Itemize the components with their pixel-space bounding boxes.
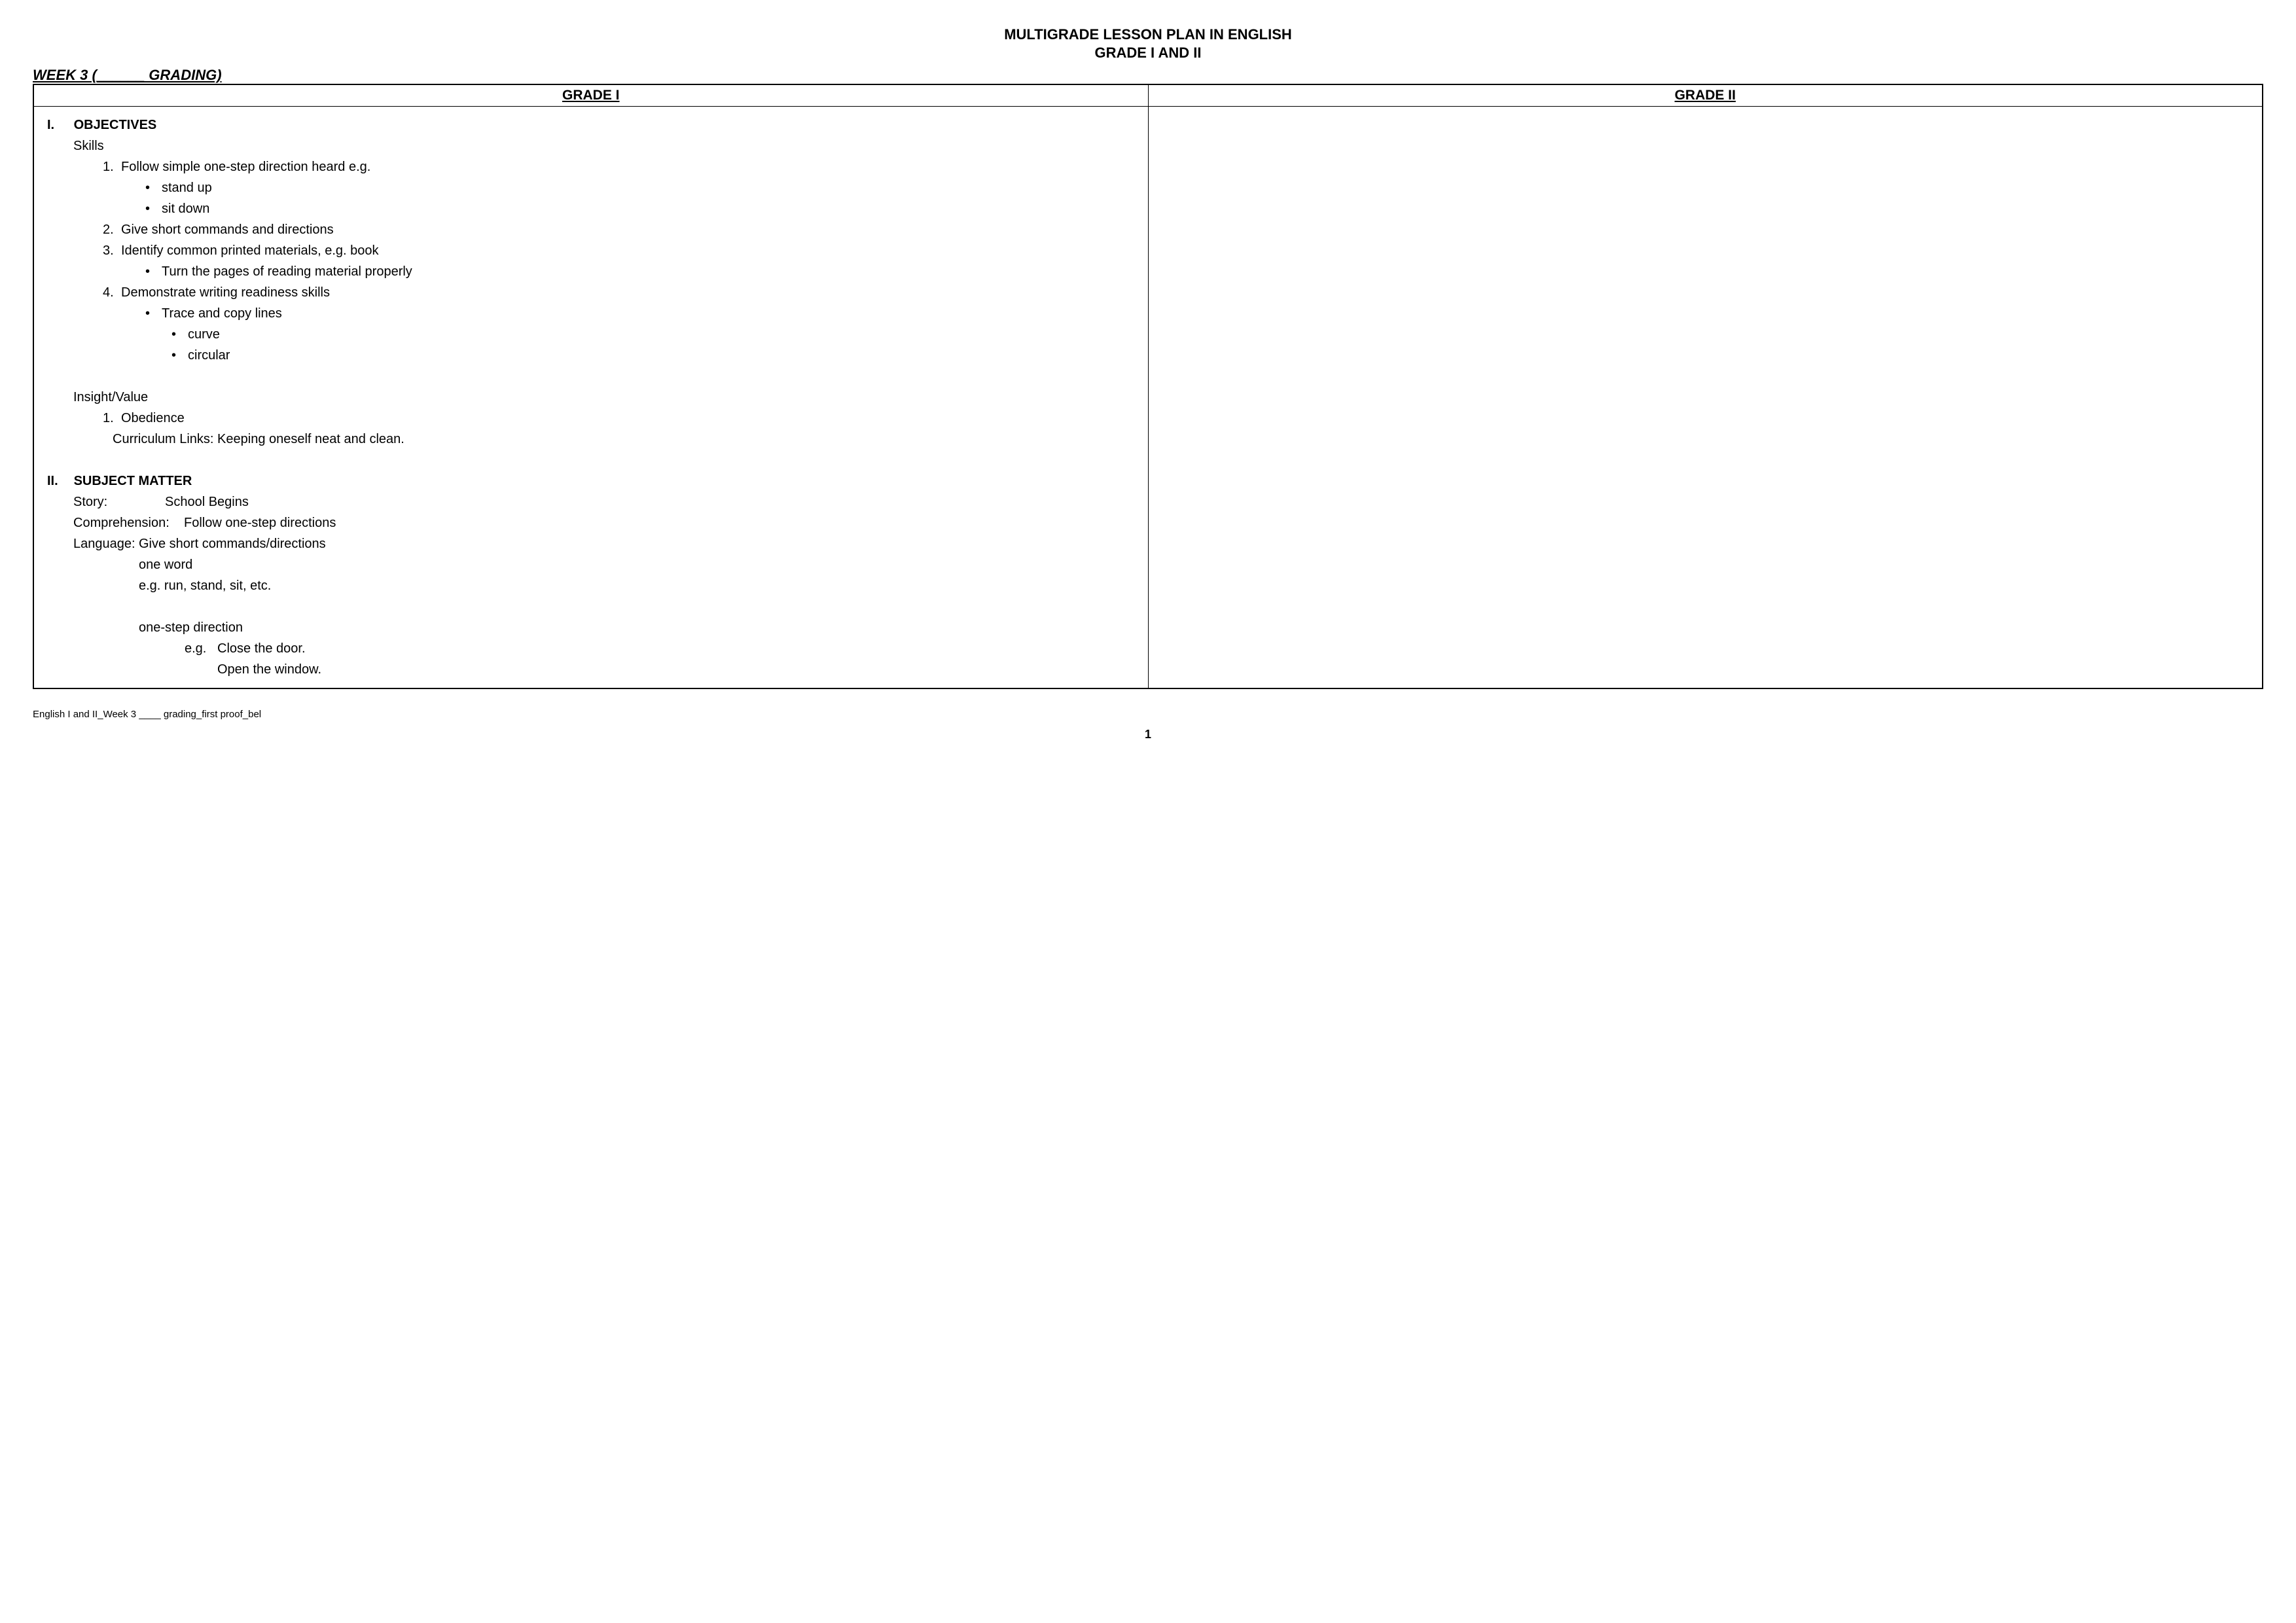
lesson-plan-table: GRADE I GRADE II I. OBJECTIVES Skills 1.… [33, 84, 2263, 689]
skills-label: Skills [73, 135, 1135, 156]
comprehension-row: Comprehension: Follow one-step direction… [73, 512, 1135, 533]
skill-item-1-sub1: •stand up [145, 177, 1135, 198]
language-sub1: one word [139, 554, 1135, 575]
grade2-content-cell [1148, 107, 2263, 689]
insight-curriculum-link: Curriculum Links: Keeping oneself neat a… [113, 429, 1135, 450]
footer-text: English I and II_Week 3 ____ grading_fir… [33, 709, 2263, 720]
language-example-2: Open the window. [217, 659, 1135, 680]
section-number: II. [47, 471, 70, 491]
skill-item-3: 3.Identify common printed materials, e.g… [103, 240, 1135, 261]
skill-item-4-sub1a: •curve [171, 324, 1135, 345]
section-number: I. [47, 115, 70, 135]
skill-item-4-sub1: •Trace and copy lines [145, 303, 1135, 324]
skill-item-3-sub1: •Turn the pages of reading material prop… [145, 261, 1135, 282]
section-title: SUBJECT MATTER [74, 474, 192, 488]
insight-item-1: 1.Obedience [103, 408, 1135, 429]
week-line: WEEK 3 (______ GRADING) [33, 67, 2263, 84]
section-objectives-heading: I. OBJECTIVES [47, 115, 1135, 135]
skill-item-2: 2.Give short commands and directions [103, 219, 1135, 240]
skill-item-1: 1.Follow simple one-step direction heard… [103, 156, 1135, 177]
language-sub3: one-step direction [139, 617, 1135, 638]
grade1-content-cell: I. OBJECTIVES Skills 1.Follow simple one… [33, 107, 1148, 689]
skill-item-4: 4.Demonstrate writing readiness skills [103, 282, 1135, 303]
section-subject-matter-heading: II. SUBJECT MATTER [47, 471, 1135, 491]
language-row: Language:Give short commands/directions [73, 533, 1135, 554]
insight-label: Insight/Value [73, 387, 1135, 408]
skill-item-4-sub1b: •circular [171, 345, 1135, 366]
story-row: Story:School Begins [73, 491, 1135, 512]
header-subtitle: GRADE I AND II [33, 45, 2263, 62]
header-title: MULTIGRADE LESSON PLAN IN ENGLISH [33, 26, 2263, 43]
section-title: OBJECTIVES [74, 118, 157, 132]
column-header-grade2: GRADE II [1148, 84, 2263, 107]
skill-item-1-sub2: •sit down [145, 198, 1135, 219]
column-header-grade1: GRADE I [33, 84, 1148, 107]
language-sub2: e.g. run, stand, sit, etc. [139, 575, 1135, 596]
page-number: 1 [33, 728, 2263, 741]
language-example-1: e.g.Close the door. [185, 638, 1135, 659]
